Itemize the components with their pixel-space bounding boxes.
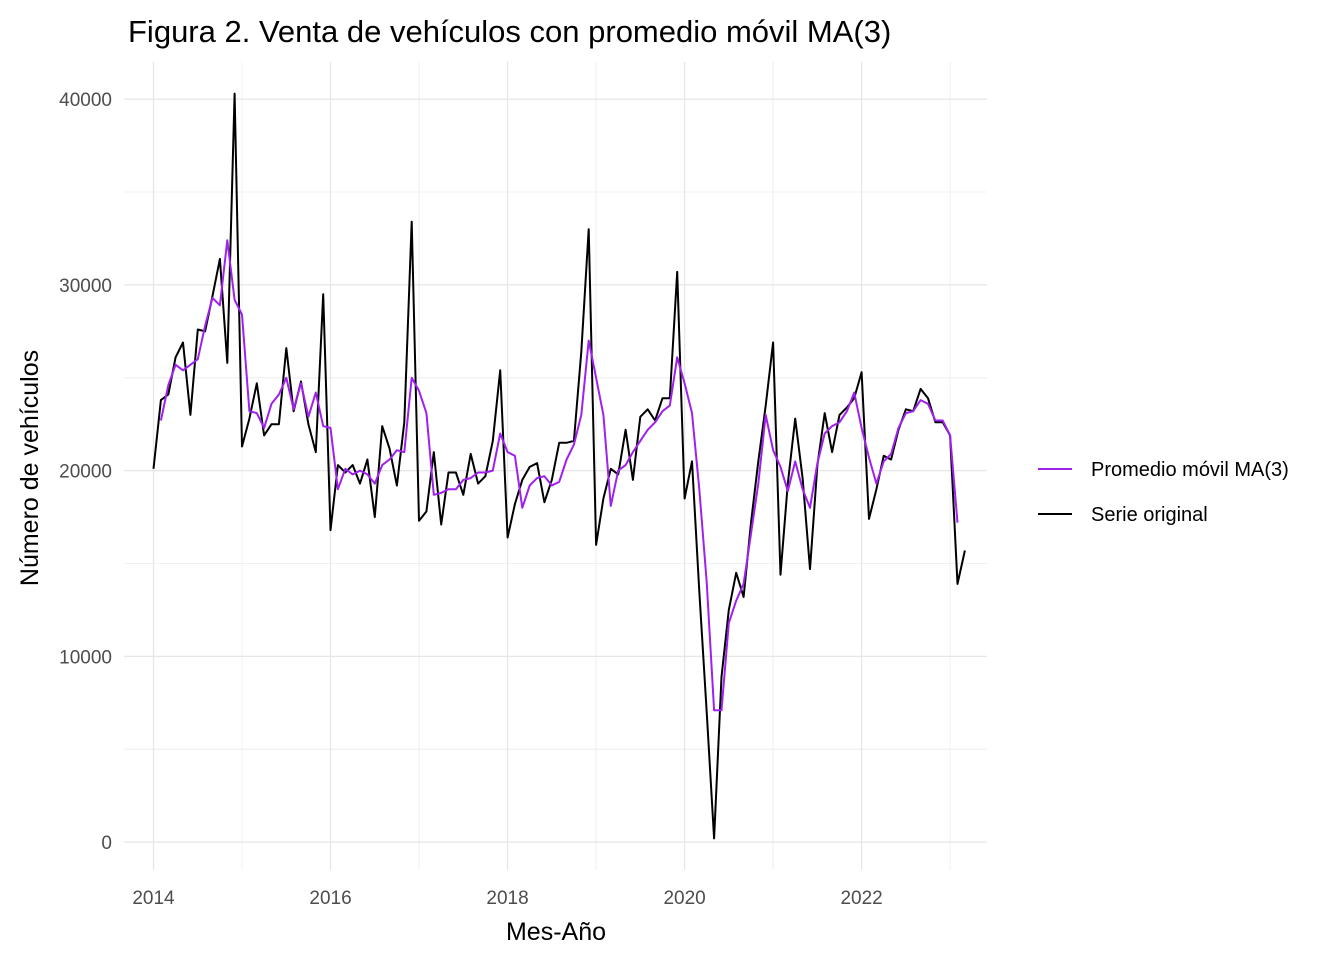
chart-title: Figura 2. Venta de vehículos con promedi… bbox=[128, 14, 891, 49]
x-tick-label: 2022 bbox=[840, 888, 882, 909]
x-axis-tick-labels: 2014 2016 2018 2020 2022 bbox=[132, 888, 882, 909]
legend: Promedio móvil MA(3) Serie original bbox=[1038, 459, 1289, 526]
legend-label-moving-average: Promedio móvil MA(3) bbox=[1091, 459, 1289, 481]
y-tick-label: 40000 bbox=[59, 90, 112, 111]
y-tick-label: 10000 bbox=[59, 647, 112, 668]
y-axis-tick-labels: 0 10000 20000 30000 40000 bbox=[59, 90, 112, 854]
y-tick-label: 20000 bbox=[59, 462, 112, 483]
legend-label-original-series: Serie original bbox=[1091, 504, 1208, 526]
series-line-original bbox=[152, 92, 966, 840]
y-tick-label: 0 bbox=[101, 833, 112, 854]
x-axis-title: Mes-Año bbox=[506, 918, 606, 946]
series-line-moving-average bbox=[159, 239, 959, 712]
x-tick-label: 2014 bbox=[132, 888, 175, 909]
x-tick-label: 2018 bbox=[486, 888, 528, 909]
minor-gridlines bbox=[124, 62, 987, 870]
x-tick-label: 2020 bbox=[663, 888, 705, 909]
x-tick-label: 2016 bbox=[309, 888, 351, 909]
y-axis-title: Número de vehículos bbox=[16, 350, 44, 586]
y-tick-label: 30000 bbox=[59, 276, 112, 297]
major-gridlines bbox=[124, 62, 987, 870]
series-lines bbox=[152, 92, 966, 840]
